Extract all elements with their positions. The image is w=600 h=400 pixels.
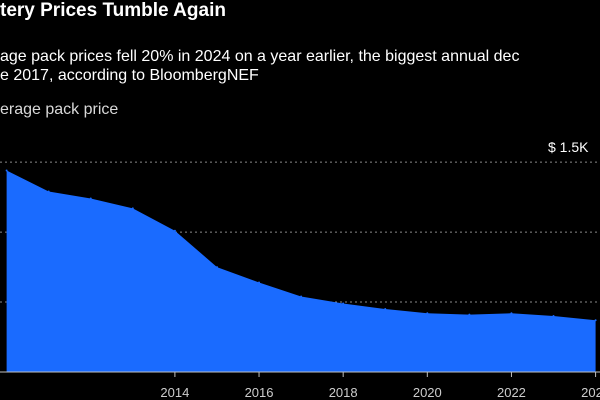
label-layer: 2014 2016 2018 2020 2022 2024 $ 1.5K xyxy=(160,139,600,400)
subtitle-line-2: e 2017, according to BloombergNEF xyxy=(0,67,259,84)
subtitle-line-1: age pack prices fell 20% in 2024 on a ye… xyxy=(0,48,520,65)
data-point-2020 xyxy=(426,312,429,315)
data-point-2013 xyxy=(131,207,134,210)
chart-subtitle: age pack prices fell 20% in 2024 on a ye… xyxy=(0,47,600,85)
x-tick-label: 2014 xyxy=(160,385,189,400)
data-point-2018 xyxy=(342,302,345,305)
chart-title: tery Prices Tumble Again xyxy=(0,0,226,21)
series-label: erage pack price xyxy=(0,101,119,118)
data-point-2023 xyxy=(552,315,555,318)
area-layer xyxy=(5,169,597,372)
data-point-2019 xyxy=(384,308,387,311)
data-point-2016 xyxy=(258,281,261,284)
data-point-2010 xyxy=(5,169,8,172)
data-point-2022 xyxy=(510,312,513,315)
x-tick-label: 2018 xyxy=(329,385,358,400)
data-point-2014 xyxy=(173,229,176,232)
data-point-2011 xyxy=(47,190,50,193)
axis-layer xyxy=(0,371,600,377)
x-tick-label: 2020 xyxy=(413,385,442,400)
data-point-2021 xyxy=(468,313,471,316)
data-point-2024 xyxy=(594,319,597,322)
data-point-2012 xyxy=(89,197,92,200)
data-point-2015 xyxy=(215,266,218,269)
area-series xyxy=(6,170,596,372)
x-tick-label: 2024 xyxy=(581,385,600,400)
y-tick-label: $ 1.5K xyxy=(548,139,589,155)
data-point-2017 xyxy=(300,295,303,298)
x-tick-label: 2022 xyxy=(497,385,526,400)
x-tick-label: 2016 xyxy=(245,385,274,400)
